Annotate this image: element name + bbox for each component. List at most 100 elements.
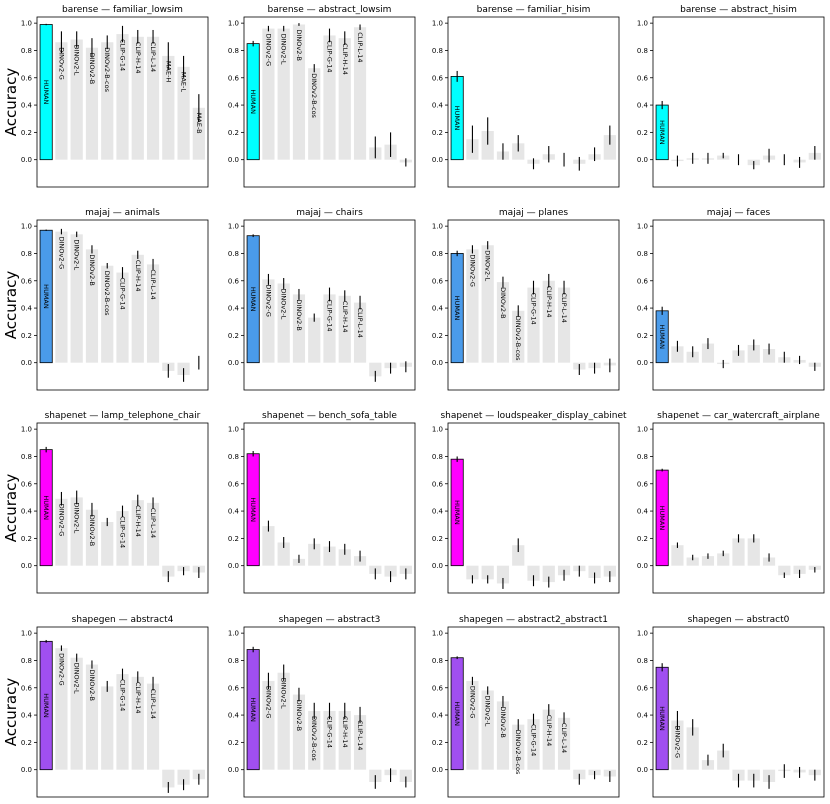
y-tick-label: 0.8 <box>432 453 443 461</box>
y-tick-label: 0.4 <box>432 508 444 516</box>
y-tick-label: 0.2 <box>432 535 443 543</box>
y-tick-label: 0.6 <box>432 480 444 488</box>
y-tick-label: 1.0 <box>432 630 443 638</box>
bar <box>131 676 144 770</box>
y-tick-label: 0.6 <box>21 277 33 285</box>
bar-label: HUMAN <box>42 80 50 105</box>
axes-frame <box>36 16 209 188</box>
bar <box>466 565 479 580</box>
subplot-title: majaj — planes <box>499 208 568 218</box>
bar <box>85 47 99 160</box>
y-tick-label: 1.0 <box>228 426 239 434</box>
subplot-title: shapenet — lamp_telephone_chair <box>45 411 201 421</box>
bar <box>162 55 175 160</box>
y-tick-label: 0.0 <box>228 562 239 570</box>
bar-label: CLIP-H-14 <box>545 715 553 747</box>
bar <box>512 724 525 770</box>
axes-frame <box>447 219 620 391</box>
y-tick-label: 1.0 <box>21 630 32 638</box>
subplot-title: shapegen — abstract0 <box>688 615 790 625</box>
bar-label: CLIP-L-14 <box>560 293 568 323</box>
bar <box>146 264 160 363</box>
bar <box>292 294 306 363</box>
bar <box>527 565 540 581</box>
y-tick-label: 0.4 <box>21 712 33 720</box>
bar <box>70 497 83 566</box>
y-axis-label: Accuracy <box>2 474 20 543</box>
bar <box>671 346 684 363</box>
y-tick-label: 0.8 <box>21 453 32 461</box>
bar <box>466 680 479 770</box>
bar-label: DINOv2-G <box>468 254 476 287</box>
bar-label: DINOv2-B <box>295 700 303 731</box>
y-tick-label: 0.4 <box>228 305 240 313</box>
bar-label: CLIP-G-14 <box>119 39 127 71</box>
y-tick-label: 0.0 <box>228 766 239 774</box>
y-tick-label: 1.0 <box>228 20 239 28</box>
subplot-title: shapegen — abstract2_abstract1 <box>459 615 608 625</box>
bar <box>55 42 68 160</box>
bar-label: DINOv2-B <box>88 515 96 546</box>
y-tick-label: 0.0 <box>432 562 443 570</box>
bar <box>747 344 760 363</box>
bar-label: DINOv2-L <box>280 288 288 319</box>
axes-frame <box>36 626 209 798</box>
bar-label: DINOv2-L <box>73 663 81 694</box>
bar <box>70 657 83 770</box>
y-tick-label: 0.0 <box>432 359 443 367</box>
bar-label: CLIP-L-14 <box>356 32 364 62</box>
subplot-title: majaj — chairs <box>296 208 363 218</box>
bar <box>686 727 699 770</box>
y-tick-label: 0.6 <box>228 684 240 692</box>
axes-frame <box>447 16 620 188</box>
y-tick-label: 0.0 <box>432 156 443 164</box>
bar-label: MAE-L <box>180 72 188 93</box>
y-tick-label: 0.6 <box>228 480 240 488</box>
bar <box>323 294 336 363</box>
y-tick-label: 0.8 <box>228 453 239 461</box>
bar-label: DINOv2-B <box>295 30 303 61</box>
bar <box>527 287 540 363</box>
bar <box>338 38 351 160</box>
bar <box>496 282 510 363</box>
bar <box>146 502 160 566</box>
subplot-title: shapegen — abstract4 <box>72 615 174 625</box>
bar <box>686 557 699 566</box>
y-tick-label: 0.6 <box>637 277 649 285</box>
axes-frame <box>36 219 209 391</box>
bar-label: CLIP-H-14 <box>134 682 142 714</box>
axes-frame <box>447 422 620 594</box>
bar-label: CLIP-G-14 <box>326 40 334 72</box>
bar-label: HUMAN <box>249 697 257 722</box>
bar <box>55 648 68 770</box>
y-tick-label: 0.4 <box>228 712 240 720</box>
bar <box>162 769 175 788</box>
bar-label: DINOv2-G <box>264 686 272 719</box>
bar-label: CLIP-G-14 <box>119 679 127 711</box>
bar <box>701 556 715 566</box>
bar <box>146 683 160 770</box>
subplot-title: barense — familiar_hisim <box>477 5 591 15</box>
bar <box>308 68 321 160</box>
bar-label: CLIP-H-14 <box>545 286 553 318</box>
bar-label: DINOv2-B <box>88 53 96 84</box>
bar <box>192 107 205 160</box>
subplot-title: majaj — animals <box>85 208 160 218</box>
y-tick-label: 0.6 <box>21 480 33 488</box>
subplot-title: majaj — faces <box>707 208 771 218</box>
y-tick-label: 1.0 <box>21 426 32 434</box>
y-tick-label: 0.4 <box>228 508 240 516</box>
bar <box>85 249 99 363</box>
axes-frame <box>36 422 209 594</box>
bar-label: CLIP-G-14 <box>326 299 334 331</box>
y-tick-label: 0.2 <box>637 332 648 340</box>
bar <box>85 509 99 566</box>
bar-label: CLIP-H-14 <box>134 42 142 74</box>
y-tick-label: 1.0 <box>228 630 239 638</box>
bar <box>778 565 791 576</box>
axes-frame <box>243 16 416 188</box>
bar-label: DINOv2-L <box>484 250 492 281</box>
y-tick-label: 0.6 <box>637 74 649 82</box>
bar-label: DINOv2-L <box>73 502 81 533</box>
y-tick-label: 1.0 <box>432 223 443 231</box>
